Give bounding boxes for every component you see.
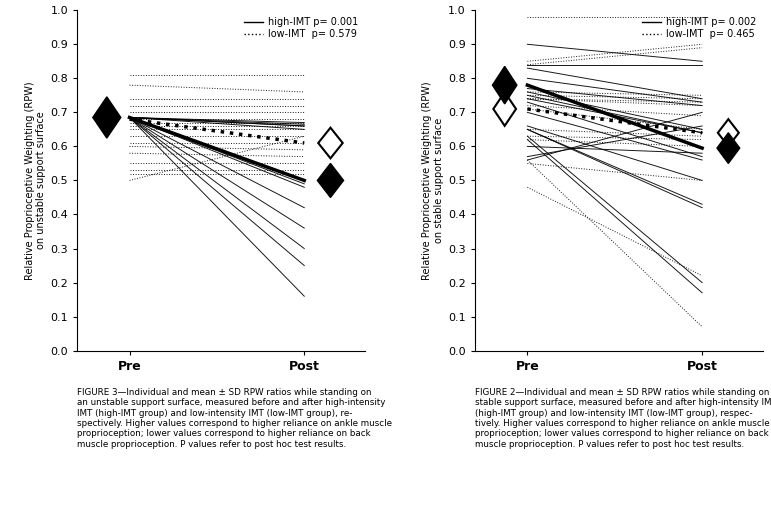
Text: FIGURE 3—Individual and mean ± SD RPW ratios while standing on
an unstable suppo: FIGURE 3—Individual and mean ± SD RPW ra… bbox=[77, 388, 392, 449]
Polygon shape bbox=[718, 119, 739, 146]
Polygon shape bbox=[93, 97, 121, 138]
Legend: high-IMT p= 0.002, low-IMT  p= 0.465: high-IMT p= 0.002, low-IMT p= 0.465 bbox=[640, 15, 759, 41]
Y-axis label: Relative Proprioceptive Weighting (RPW)
on stable support surface: Relative Proprioceptive Weighting (RPW) … bbox=[423, 81, 444, 280]
Text: FIGURE 2—Individual and mean ± SD RPW ratios while standing on a
stable support : FIGURE 2—Individual and mean ± SD RPW ra… bbox=[475, 388, 771, 449]
Polygon shape bbox=[318, 163, 344, 198]
Polygon shape bbox=[717, 133, 739, 163]
Polygon shape bbox=[493, 92, 516, 126]
Legend: high-IMT p= 0.001, low-IMT  p= 0.579: high-IMT p= 0.001, low-IMT p= 0.579 bbox=[242, 15, 361, 41]
Polygon shape bbox=[493, 67, 517, 104]
Y-axis label: Relative Proprioceptive Weighting (RPW)
on unstable support surface: Relative Proprioceptive Weighting (RPW) … bbox=[25, 81, 46, 280]
Polygon shape bbox=[318, 127, 342, 158]
